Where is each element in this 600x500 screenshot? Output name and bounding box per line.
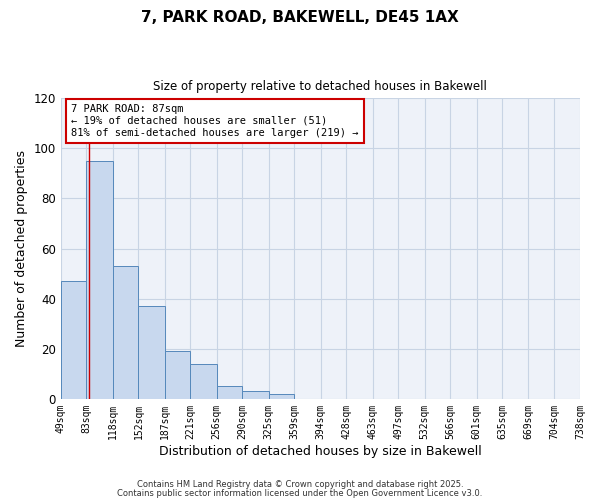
Bar xyxy=(190,364,217,399)
Text: Contains HM Land Registry data © Crown copyright and database right 2025.: Contains HM Land Registry data © Crown c… xyxy=(137,480,463,489)
Bar xyxy=(113,266,139,399)
Bar xyxy=(86,161,113,399)
Title: Size of property relative to detached houses in Bakewell: Size of property relative to detached ho… xyxy=(154,80,487,93)
Y-axis label: Number of detached properties: Number of detached properties xyxy=(15,150,28,347)
Text: 7 PARK ROAD: 87sqm
← 19% of detached houses are smaller (51)
81% of semi-detache: 7 PARK ROAD: 87sqm ← 19% of detached hou… xyxy=(71,104,359,138)
Bar xyxy=(61,281,86,399)
Bar xyxy=(242,392,269,399)
Bar xyxy=(139,306,165,399)
Bar xyxy=(217,386,242,399)
Text: Contains public sector information licensed under the Open Government Licence v3: Contains public sector information licen… xyxy=(118,490,482,498)
Bar xyxy=(269,394,295,399)
Text: 7, PARK ROAD, BAKEWELL, DE45 1AX: 7, PARK ROAD, BAKEWELL, DE45 1AX xyxy=(141,10,459,25)
Bar xyxy=(165,352,190,399)
X-axis label: Distribution of detached houses by size in Bakewell: Distribution of detached houses by size … xyxy=(159,444,482,458)
